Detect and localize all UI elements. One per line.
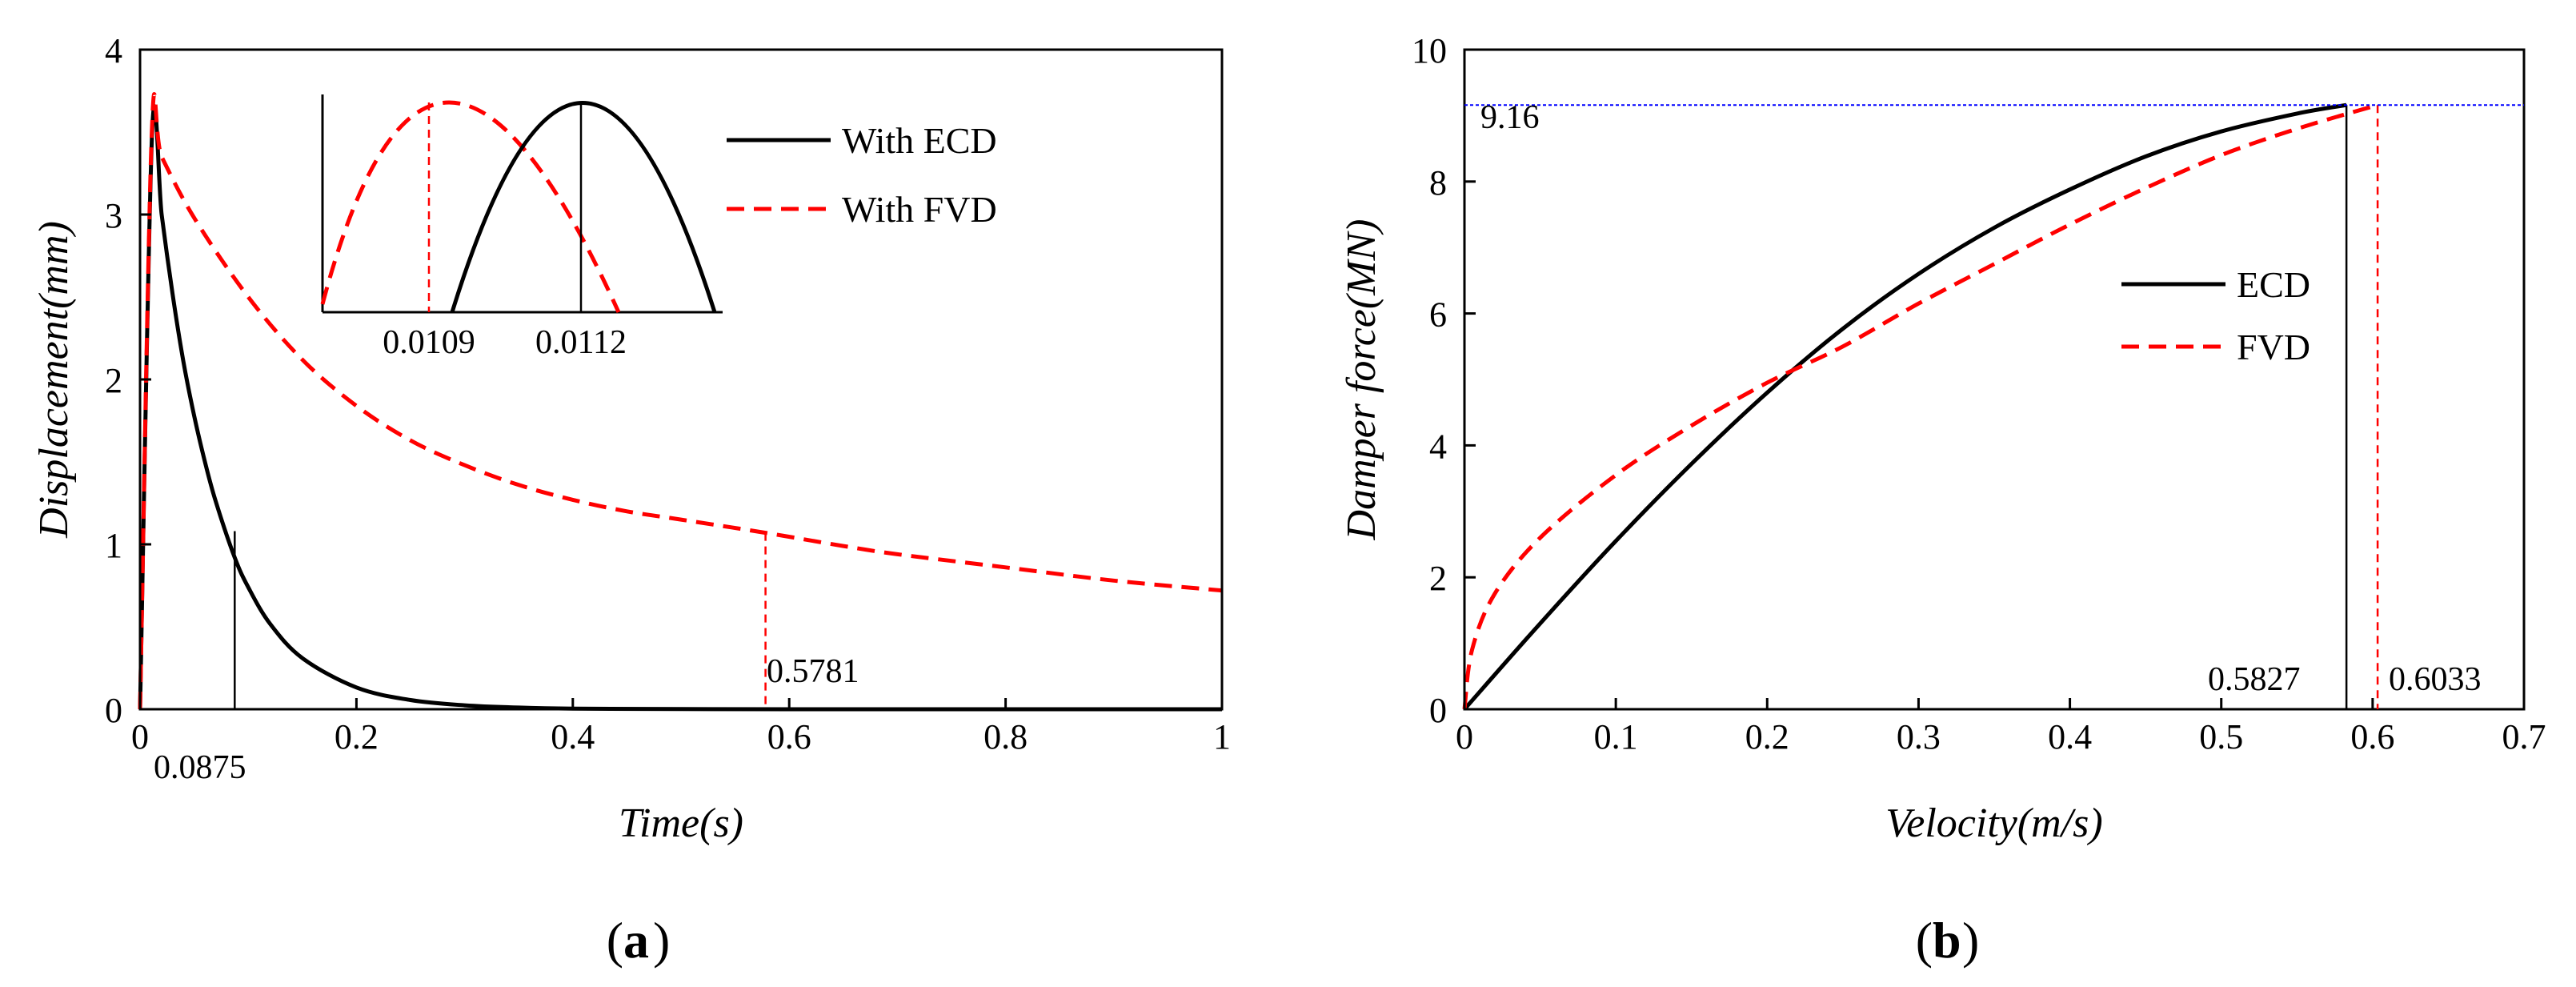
panel-a-y-tick-label: 4 xyxy=(105,31,122,70)
panel-b-y-tick-label: 0 xyxy=(1429,691,1447,730)
panel-b-x-tick-label: 0 xyxy=(1456,717,1473,756)
panel-b-reference-value-label: 9.16 xyxy=(1480,99,1540,136)
panel-b-x-tick-label: 0.3 xyxy=(1897,717,1941,756)
panel-a-legend-label-fvd: With FVD xyxy=(842,189,997,230)
panel-a-ticks xyxy=(138,48,1224,711)
panel-b-annotation-fvd-velocity: 0.6033 xyxy=(2389,661,2482,698)
panel-b-legend: ECD FVD xyxy=(2121,264,2310,367)
panel-b-x-tick-label: 0.6 xyxy=(2350,717,2394,756)
panel-b-plot-frame xyxy=(1463,48,2526,711)
panel-a-x-axis-label: Time(s) xyxy=(619,800,743,846)
panel-b-caption: ( b ) xyxy=(1916,912,1980,969)
panel-b-x-axis-label: Velocity(m/s) xyxy=(1885,800,2102,846)
panel-b-series-fvd-line xyxy=(1462,102,2378,710)
panel-a-legend-label-ecd: With ECD xyxy=(842,120,997,161)
panel-a-inset-label-fvd-peak: 0.0109 xyxy=(383,324,475,361)
panel-a-x-tick-label: 0.8 xyxy=(984,717,1028,756)
panel-b-y-tick-label: 10 xyxy=(1412,31,1447,70)
panel-b-caption-open-paren: ( xyxy=(1916,912,1933,969)
panel-a-inset-background xyxy=(320,94,724,312)
panel-a-x-tick-label: 0.2 xyxy=(335,717,379,756)
panel-b-annotation-lines xyxy=(1464,104,2524,709)
panel-b-legend-label-ecd: ECD xyxy=(2237,264,2310,305)
panel-b-y-axis-label: Damper force(MN) xyxy=(1339,219,1384,541)
panel-a-x-tick-label: 1 xyxy=(1213,717,1231,756)
panel-b-damper-force-chart: 0 0.1 0.2 0.3 0.4 0.5 0.6 0.7 0 2 4 6 8 … xyxy=(1339,31,2546,969)
panel-a-caption-close-paren: ) xyxy=(653,912,670,969)
panel-b-legend-label-fvd: FVD xyxy=(2237,327,2310,367)
panel-b-x-tick-label: 0.5 xyxy=(2199,717,2243,756)
panel-a-caption-letter: a xyxy=(623,912,649,969)
panel-b-x-tick-label: 0.1 xyxy=(1594,717,1638,756)
panel-a-y-tick-label: 2 xyxy=(105,361,122,400)
panel-a-inset-fvd-peak-curve xyxy=(320,100,621,314)
panel-b-x-tick-label: 0.7 xyxy=(2502,717,2546,756)
panel-a-x-tick-label: 0.6 xyxy=(767,717,811,756)
panel-a-x-tick-label: 0 xyxy=(131,717,149,756)
panel-a-series-fvd-line xyxy=(138,92,1223,710)
panel-a-displacement-chart: 0 0.2 0.4 0.6 0.8 1 0 1 2 3 4 0.0875 0.5… xyxy=(31,31,1231,969)
panel-b-x-tick-label: 0.2 xyxy=(1745,717,1789,756)
panel-b-ticks xyxy=(1463,48,2526,711)
panel-a-legend: With ECD With FVD xyxy=(727,120,997,230)
panel-b-y-tick-label: 8 xyxy=(1429,163,1447,203)
panel-a-x-tick-label: 0.4 xyxy=(551,717,595,756)
panel-a-annotation-ecd-time: 0.0875 xyxy=(154,749,246,786)
panel-b-y-tick-label: 2 xyxy=(1429,559,1447,598)
panel-b-series-layer xyxy=(1462,102,2378,711)
panel-a-annotation-fvd-time: 0.5781 xyxy=(767,653,859,690)
panel-b-y-tick-label: 4 xyxy=(1429,427,1447,466)
panel-a-caption: ( a ) xyxy=(607,912,671,969)
panel-a-caption-open-paren: ( xyxy=(607,912,623,969)
panel-a-y-axis-label: Displacement(mm) xyxy=(31,221,77,539)
panel-b-caption-letter: b xyxy=(1933,912,1961,969)
panel-a-inset-ecd-peak-curve xyxy=(450,101,717,313)
panel-a-annotation-lines xyxy=(234,531,767,709)
panel-b-series-ecd-line xyxy=(1463,102,2347,711)
panel-b-x-tick-label: 0.4 xyxy=(2048,717,2092,756)
panel-a-inset-label-ecd-peak: 0.0112 xyxy=(535,324,627,361)
panel-a-y-tick-label: 3 xyxy=(105,196,122,235)
panel-a-y-tick-label: 0 xyxy=(105,691,122,730)
panel-a-y-tick-label: 1 xyxy=(105,526,122,565)
panel-a-inset: 0.0109 0.0112 xyxy=(320,94,724,361)
panel-b-y-tick-label: 6 xyxy=(1429,295,1447,335)
panel-b-annotation-ecd-velocity: 0.5827 xyxy=(2208,661,2301,698)
panel-b-caption-close-paren: ) xyxy=(1962,912,1979,969)
